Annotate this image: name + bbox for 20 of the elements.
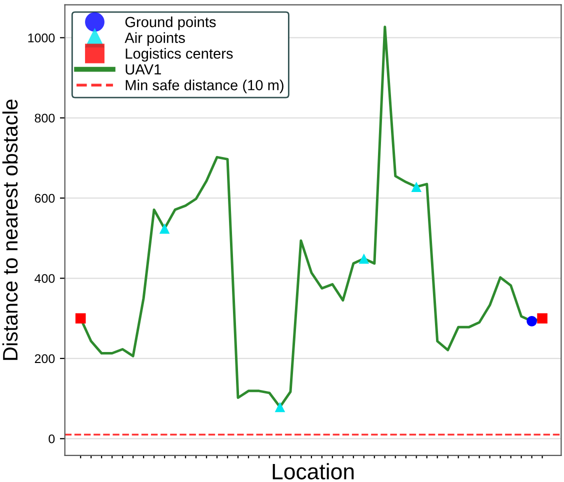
y-tick-label: 400: [34, 274, 55, 283]
legend-label: Ground points: [125, 16, 216, 30]
y-tick-label: 0: [48, 434, 55, 444]
legend-label: UAV1: [126, 64, 161, 75]
point: [75, 313, 86, 324]
point: [526, 316, 537, 326]
legend-label: Min safe distance (10 m): [126, 80, 284, 94]
point: [537, 313, 548, 324]
point: [274, 402, 286, 412]
y-tick-label: 800: [34, 114, 55, 123]
legend-label: Air points: [124, 32, 185, 46]
legend-label: Logistics centers: [126, 48, 233, 62]
y-tick-label: 1000: [28, 34, 55, 42]
y-tick-label: 600: [34, 194, 55, 203]
y-tick-label: 200: [34, 354, 55, 364]
y-axis-title: Distance to nearest obstacle: [2, 100, 18, 360]
point: [411, 182, 422, 192]
x-axis-title: Location: [272, 463, 354, 480]
point: [358, 253, 370, 264]
point: [159, 223, 170, 234]
